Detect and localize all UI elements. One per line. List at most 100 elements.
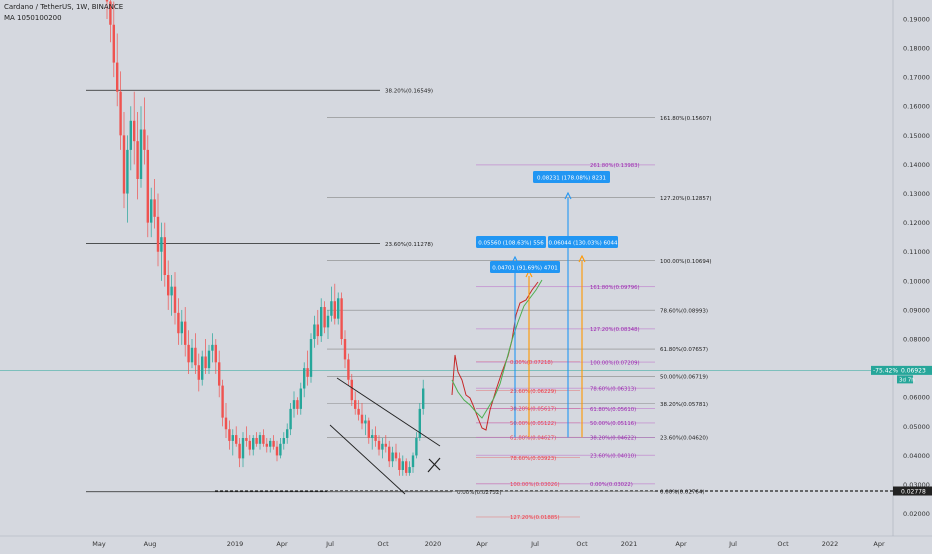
y-tick-label: 0.15000 <box>903 132 930 140</box>
candle-body <box>347 359 350 380</box>
candle-body <box>133 120 136 142</box>
channel-top-line <box>336 377 441 447</box>
x-tick-label: 2020 <box>425 540 442 548</box>
fib-level-label: 127.20%(0.12857) <box>660 196 712 202</box>
candle-body <box>408 467 411 473</box>
candle-body <box>381 443 384 450</box>
candle-body <box>272 440 275 447</box>
x-tick-label: Jul <box>530 540 539 548</box>
projected-path-red <box>451 281 539 431</box>
candle-body <box>228 429 231 441</box>
candle-body <box>221 385 224 418</box>
x-tick-label: Apr <box>476 540 488 548</box>
fib-level-label: 61.80%(0.07657) <box>660 347 708 353</box>
candle-body <box>160 237 163 252</box>
candle-body <box>313 324 316 340</box>
x-tick-label: 2022 <box>822 540 839 548</box>
candle-body <box>207 350 211 369</box>
y-tick-label: 0.03000 <box>903 481 930 489</box>
candle-body <box>238 443 241 459</box>
x-tick-label: Oct <box>377 540 389 548</box>
candle-body <box>252 437 255 450</box>
purple-fib-label: 161.80%(0.09796) <box>590 285 640 291</box>
candle-body <box>275 446 279 456</box>
y-tick-label: 0.08000 <box>903 336 930 344</box>
candle-body <box>282 437 285 444</box>
purple-fib-label: 78.60%(0.06313) <box>590 386 636 392</box>
candle-body <box>309 339 313 377</box>
fib-level-label: 78.60%(0.08993) <box>660 308 708 314</box>
red-fib-label: 38.20%(0.05617) <box>510 407 556 413</box>
candle-body <box>139 129 143 179</box>
candle-body <box>245 437 248 441</box>
candle-body <box>364 420 367 424</box>
candle-body <box>296 400 299 409</box>
countdown-badge <box>897 375 913 384</box>
candle-body <box>194 347 197 366</box>
candle-body <box>337 298 340 319</box>
candle-body <box>411 455 415 468</box>
purple-fib-label: 61.80%(0.05610) <box>590 407 636 413</box>
candle-body <box>394 452 398 459</box>
candle-body <box>248 440 251 450</box>
support-price-badge <box>893 486 932 496</box>
y-tick-label: 0.11000 <box>903 248 930 256</box>
x-tick-label: Jul <box>728 540 737 548</box>
y-tick-label: 0.18000 <box>903 45 930 53</box>
candle-body <box>357 408 360 415</box>
candle-body <box>187 344 190 363</box>
candle-body <box>211 344 214 351</box>
fib-level-label: 50.00%(0.06719) <box>660 375 708 381</box>
candle-body <box>150 199 153 223</box>
candle-body <box>146 149 149 223</box>
price-axis-background <box>893 0 932 550</box>
fib-level-label: 38.20%(0.05781) <box>660 402 708 408</box>
x-tick-label: Aug <box>144 540 157 548</box>
candle-body <box>371 435 374 438</box>
fib-level-label: 38.20%(0.16549) <box>385 88 433 94</box>
fib-level-label: 23.60%(0.11278) <box>385 242 433 248</box>
measure-arrow-head <box>564 191 572 200</box>
countdown-label: 3d 7h <box>899 377 915 383</box>
candle-body <box>173 286 177 313</box>
candle-body <box>156 216 160 252</box>
candle-body <box>388 446 391 462</box>
candle-body <box>405 461 408 473</box>
symbol-title: Cardano / TetherUS, 1W, BINANCE <box>4 3 124 11</box>
current-price-change: -75.42% <box>873 368 898 375</box>
y-tick-label: 0.14000 <box>903 161 930 169</box>
chart-legend: Cardano / TetherUS, 1W, BINANCE MA 10501… <box>4 2 123 24</box>
candle-body <box>265 443 268 447</box>
measure-label-text: 0.08231 (178.08%) 8231 <box>537 175 606 181</box>
y-tick-label: 0.05000 <box>903 423 930 431</box>
red-fib-label: 61.80%(0.04627) <box>510 435 556 441</box>
candle-body <box>340 298 343 340</box>
candle-body <box>323 307 326 328</box>
candle-body <box>109 1 112 25</box>
candle-body <box>354 400 357 409</box>
candle-body <box>119 91 122 136</box>
candle-body <box>197 365 200 380</box>
red-fib-label: 23.60%(0.06229) <box>510 389 556 395</box>
y-tick-label: 0.16000 <box>903 103 930 111</box>
y-tick-label: 0.09000 <box>903 306 930 314</box>
purple-fib-label: 100.00%(0.07209) <box>590 360 640 366</box>
x-tick-label: Apr <box>276 540 288 548</box>
candle-body <box>415 437 418 456</box>
candle-body <box>177 312 180 334</box>
candle-body <box>289 408 292 430</box>
candle-body <box>184 321 187 345</box>
red-fib-label: 0.00%(0.07218) <box>510 360 553 366</box>
measure-label-box <box>533 171 610 183</box>
measure-label-text: 0.06044 (130.03%) 6044 <box>549 240 619 246</box>
y-tick-label: 0.12000 <box>903 219 930 227</box>
candle-body <box>384 443 387 447</box>
candle-body <box>343 339 347 360</box>
x-tick-label: May <box>92 540 106 548</box>
fib-level-label: 100.00%(0.10694) <box>660 259 712 265</box>
indicator-label: MA 1050100200 <box>4 14 62 22</box>
measure-arrow-head <box>578 254 586 263</box>
current-price-value: 0.06923 <box>901 368 926 375</box>
